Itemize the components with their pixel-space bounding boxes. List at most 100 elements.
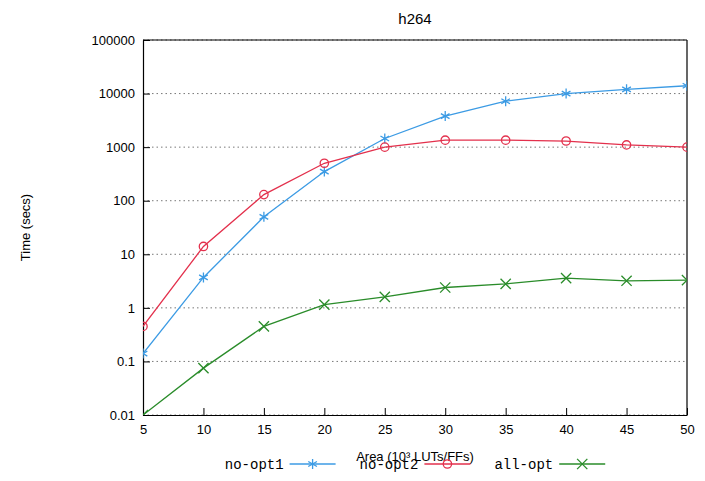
axis-line	[144, 415, 688, 416]
grid-line	[143, 254, 687, 255]
tick-label: 1000	[106, 140, 135, 155]
tick-mark	[627, 408, 628, 415]
tick-mark	[324, 408, 325, 415]
legend-label: all-opt	[494, 457, 553, 473]
marker	[683, 81, 687, 91]
tick: 0.1	[117, 354, 150, 369]
grid-line	[143, 147, 687, 148]
tick-mark	[385, 408, 386, 415]
tick: 15	[257, 408, 271, 437]
tick: 100	[113, 193, 150, 208]
tick: 0.01	[110, 408, 150, 423]
marker	[562, 89, 571, 99]
marker	[381, 143, 389, 151]
grid-line	[143, 93, 687, 94]
legend-marker	[308, 459, 317, 469]
marker	[501, 136, 509, 144]
tick-label: 35	[499, 422, 513, 437]
legend: no-opt1 no-opt2 all-opt	[225, 457, 605, 473]
tick: 100000	[92, 33, 150, 48]
tick-label: 30	[438, 422, 452, 437]
grid	[143, 40, 687, 415]
tick-mark	[143, 254, 150, 255]
plot: 5 10 15 20 25 30 35 40 45 50 0.01 0.1 1 10 100 1000 1000…	[92, 33, 695, 438]
marker	[199, 272, 208, 282]
marker	[441, 111, 450, 121]
grid-line	[143, 361, 687, 362]
y-axis-title: Time (secs)	[18, 194, 33, 261]
series-line	[143, 86, 687, 354]
marker	[320, 159, 328, 167]
legend-label: no-opt2	[360, 457, 419, 473]
tick-label: 5	[140, 422, 147, 437]
grid-line	[143, 415, 687, 416]
marker	[501, 279, 511, 289]
tick-mark	[143, 308, 150, 309]
marker	[622, 141, 630, 149]
marker	[260, 212, 269, 222]
legend-marker	[443, 460, 451, 468]
legend-item: no-opt2	[360, 457, 471, 473]
tick-mark	[143, 94, 150, 95]
tick: 1	[128, 301, 150, 316]
series-line	[143, 140, 687, 326]
series-line	[143, 278, 687, 415]
tick: 35	[499, 408, 513, 437]
y-axis: 0.01 0.1 1 10 100 1000 10000 100000	[92, 33, 150, 423]
marker	[259, 321, 269, 331]
legend-item: all-opt	[494, 457, 605, 473]
marker	[143, 322, 147, 330]
tick-mark	[143, 361, 150, 362]
marker	[380, 133, 389, 143]
tick: 30	[438, 408, 452, 437]
marker	[682, 275, 687, 285]
frame	[143, 39, 687, 40]
marker	[143, 349, 147, 359]
tick: 45	[620, 408, 634, 437]
legend-swatch	[424, 463, 470, 464]
tick: 1000	[106, 140, 150, 155]
tick: 10	[197, 408, 211, 437]
legend-label: no-opt1	[225, 457, 284, 473]
marker	[143, 410, 148, 415]
tick-mark	[445, 408, 446, 415]
marker	[440, 282, 450, 292]
marker	[621, 276, 631, 286]
marker	[562, 137, 570, 145]
marker	[501, 96, 510, 106]
tick-label: 50	[680, 422, 694, 437]
marker	[199, 242, 207, 250]
tick-label: 20	[318, 422, 332, 437]
tick-label: 1	[128, 301, 135, 316]
marker	[561, 273, 571, 283]
series-area	[143, 81, 687, 415]
tick: 25	[378, 408, 392, 437]
tick-mark	[143, 201, 150, 202]
tick-label: 0.01	[110, 408, 135, 423]
tick-label: 10	[197, 422, 211, 437]
tick-label: 100	[113, 193, 135, 208]
tick-label: 25	[378, 422, 392, 437]
tick-mark	[264, 408, 265, 415]
tick-label: 15	[257, 422, 271, 437]
legend-item: no-opt1	[225, 457, 336, 473]
marker	[319, 299, 329, 309]
tick-mark	[143, 415, 150, 416]
tick-mark	[203, 408, 204, 415]
grid-line	[143, 200, 687, 201]
tick: 10	[121, 247, 150, 262]
chart: 5 10 15 20 25 30 35 40 45 50 0.01 0.1 1 10 100 1000 1000…	[0, 0, 705, 481]
grid-line	[143, 307, 687, 308]
tick: 40	[559, 408, 573, 437]
tick-label: 10000	[99, 86, 135, 101]
tick: 20	[318, 408, 332, 437]
marker	[198, 363, 208, 373]
marker	[622, 84, 631, 94]
legend-marker	[577, 459, 587, 469]
marker	[441, 136, 449, 144]
tick-mark	[506, 408, 507, 415]
frame	[686, 40, 687, 415]
title: h264	[398, 10, 431, 27]
tick: 10000	[99, 86, 150, 101]
tick-label: 45	[620, 422, 634, 437]
